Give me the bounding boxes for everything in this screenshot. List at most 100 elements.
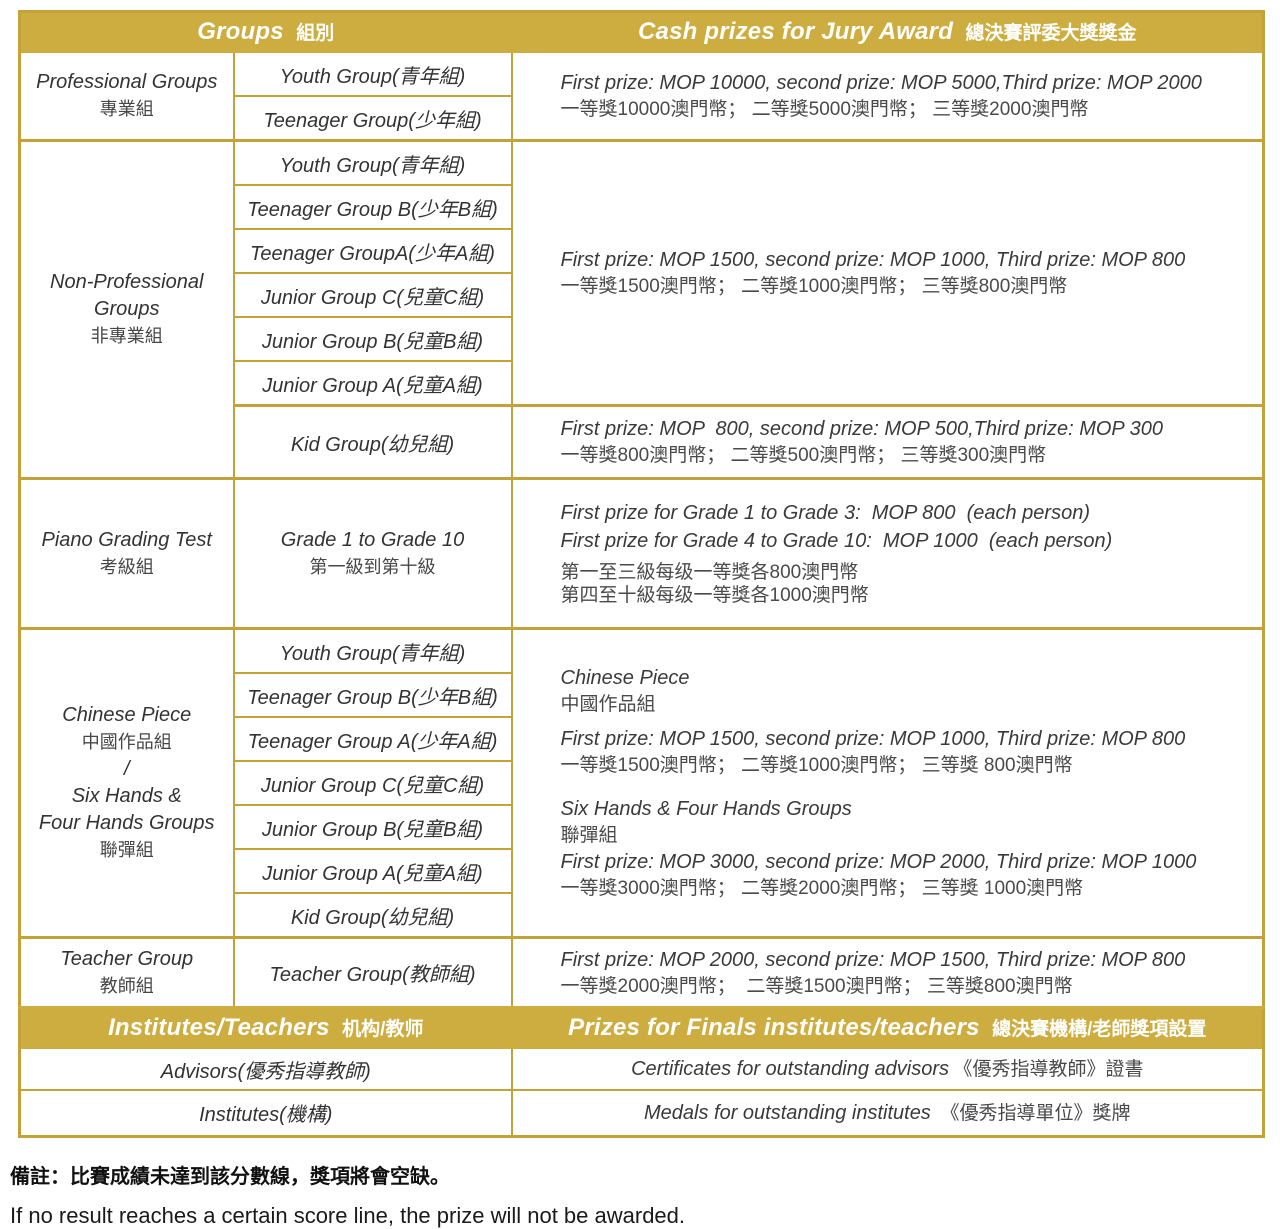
table-row-piano: Piano Grading Test 考級組 Grade 1 to Grade …	[18, 477, 1265, 630]
table-row: Junior Group A(兒童A組)	[20, 360, 1264, 407]
teacher-prize-cell: First prize: MOP 2000, second prize: MOP…	[510, 936, 1265, 1009]
institutes-header-row: Institutes/Teachers 机构/教师 Prizes for Fin…	[18, 1006, 1265, 1049]
prize-block-title-en: Chinese Piece	[560, 667, 690, 690]
chinese-piece-label-cell: Chinese Piece 中國作品組 / Six Hands & Four H…	[18, 627, 235, 939]
cash-prizes-header-en: Cash prizes for Jury Award	[637, 18, 954, 45]
prize-text-en: First prize: MOP 3000, second prize: MOP…	[560, 851, 1197, 874]
kid-prize-cell: First prize: MOP 800, second prize: MOP …	[510, 404, 1265, 480]
group-cell: Junior Group A(兒童A組)	[232, 360, 513, 407]
group-cell: Junior Group B(兒童B組)	[232, 316, 513, 362]
finals-prizes-header-zh: 總決賽機構/老師獎項設置	[992, 1019, 1207, 1040]
footnote-en: If no result reaches a certain score lin…	[10, 1202, 686, 1228]
teacher-label-en: Teacher Group	[60, 947, 194, 970]
institutes-teachers-header-zh: 机构/教师	[342, 1019, 424, 1040]
prize-text-zh: 一等獎3000澳門幣； 二等獎2000澳門幣； 三等獎 1000澳門幣	[560, 878, 1084, 900]
table-row: Junior Group C(兒童C組)	[20, 760, 1264, 806]
prize-text-zh: 一等獎800澳門幣； 二等獎500澳門幣； 三等獎300澳門幣	[560, 445, 1047, 467]
teacher-label-cell: Teacher Group 教師組	[18, 936, 235, 1009]
non-professional-prize-cell: First prize: MOP 1500, second prize: MOP…	[510, 139, 1265, 407]
finals-prizes-header-en: Prizes for Finals institutes/teachers	[568, 1014, 980, 1041]
prize-text-zh: 《優秀指導單位》獎牌	[935, 1102, 1131, 1124]
group-cell: Junior Group C(兒童C組)	[232, 272, 513, 318]
cash-prizes-header-zh: 總決賽評委大獎獎金	[965, 23, 1137, 44]
piano-group-zh: 第一級到第十級	[309, 556, 436, 577]
professional-label-en: Professional Groups	[36, 71, 218, 93]
group-cell: Junior Group C(兒童C組)	[232, 760, 513, 806]
groups-header-zh: 組別	[296, 23, 335, 44]
groups-header-cell: Groups 組別	[18, 10, 513, 53]
table-row: Teenager Group A(少年A組)	[20, 716, 1264, 762]
prize-block-title-en: Six Hands & Four Hands Groups	[560, 797, 852, 820]
prize-text-zh: 一等獎1500澳門幣； 二等獎1000澳門幣； 三等獎800澳門幣	[560, 276, 1068, 298]
table-row: Teenager Group B(少年B組)	[20, 184, 1264, 230]
table-row: Junior Group B(兒童B組)	[20, 316, 1264, 362]
professional-prize-cell: First prize: MOP 10000, second prize: MO…	[510, 51, 1265, 142]
advisors-prize-cell: Certificates for outstanding advisors 《優…	[510, 1047, 1265, 1091]
group-cell: Junior Group B(兒童B組)	[232, 804, 513, 850]
group-cell: Teacher Group(教師組)	[232, 936, 513, 1009]
prize-text-en: First prize for Grade 1 to Grade 3: MOP …	[560, 502, 1090, 525]
prize-block-title-zh: 中國作品組	[560, 694, 656, 716]
non-professional-label-zh: 非專業組	[90, 326, 163, 346]
group-cell: Teenager Group B(少年B組)	[232, 672, 513, 718]
chinese-piece-label-line: Chinese Piece	[62, 704, 192, 726]
piano-prize-cell: First prize for Grade 1 to Grade 3: MOP …	[510, 477, 1265, 630]
group-cell: Teenager Group A(少年A組)	[232, 716, 513, 762]
table-row: Junior Group B(兒童B組)	[20, 804, 1264, 850]
finals-prizes-header-cell: Prizes for Finals institutes/teachers 總決…	[510, 1006, 1265, 1049]
piano-label-cell: Piano Grading Test 考級組	[18, 477, 235, 630]
group-cell: Teenager GroupA(少年A組)	[232, 228, 513, 274]
table-row-teacher: Teacher Group 教師組 Teacher Group(教師組) Fir…	[18, 936, 1265, 1009]
non-professional-label-en: Non-Professional Groups	[50, 271, 204, 320]
chinese-piece-label-line: 聯彈組	[99, 840, 154, 860]
prize-text-en: First prize for Grade 4 to Grade 10: MOP…	[560, 530, 1113, 553]
institutes-teachers-header-cell: Institutes/Teachers 机构/教师	[18, 1006, 513, 1049]
chinese-piece-prize-cell: Chinese Piece 中國作品組 First prize: MOP 150…	[510, 627, 1265, 939]
teacher-label-zh: 教師組	[99, 975, 154, 996]
group-cell: Teenager Group(少年組)	[232, 95, 513, 142]
group-cell: Kid Group(幼兒組)	[232, 404, 513, 480]
piano-group-cell: Grade 1 to Grade 10 第一級到第十級	[232, 477, 513, 630]
prize-text-en: First prize: MOP 1500, second prize: MOP…	[560, 727, 1186, 750]
prize-text-en: Medals for outstanding institutes	[643, 1101, 931, 1124]
prize-text-zh: 一等獎10000澳門幣； 二等獎5000澳門幣； 三等獎2000澳門幣	[560, 99, 1089, 121]
table-row-kid-group: Kid Group(幼兒組) First prize: MOP 800, sec…	[20, 404, 1265, 480]
institutes-label-cell: Institutes(機構)	[18, 1089, 513, 1137]
table-row: Teenager GroupA(少年A組)	[20, 228, 1264, 274]
table-row: Professional Groups 專業組 Youth Group(青年組)…	[18, 51, 1265, 142]
table-row: Junior Group C(兒童C組)	[20, 272, 1264, 318]
prize-text-zh: 第一至三級每级一等獎各800澳門幣	[560, 562, 859, 584]
professional-label-zh: 專業組	[99, 99, 154, 119]
piano-label-zh: 考級組	[99, 556, 154, 577]
prize-table: Groups 組別 Cash prizes for Jury Award 總決賽…	[18, 10, 1266, 1138]
prize-text-en: First prize: MOP 800, second prize: MOP …	[560, 418, 1163, 441]
chinese-piece-label-line: /	[123, 758, 130, 780]
group-cell: Kid Group(幼兒組)	[232, 892, 513, 939]
footnote: 備註：比賽成績未達到該分數線，獎項將會空缺。 If no result reac…	[10, 1160, 1262, 1229]
piano-group-en: Grade 1 to Grade 10	[280, 528, 465, 551]
institutes-prize-cell: Medals for outstanding institutes 《優秀指導單…	[510, 1089, 1265, 1137]
table-row: Junior Group A(兒童A組)	[20, 848, 1264, 894]
prize-text-en: First prize: MOP 2000, second prize: MOP…	[560, 948, 1186, 971]
prize-text-en: Certificates for outstanding advisors	[631, 1058, 949, 1080]
main-header-row: Groups 組別 Cash prizes for Jury Award 總決賽…	[18, 10, 1265, 53]
table-row-institutes: Institutes(機構) Medals for outstanding in…	[18, 1089, 1265, 1137]
cash-prizes-header-cell: Cash prizes for Jury Award 總決賽評委大獎獎金	[510, 10, 1265, 53]
prize-text-zh: 一等獎2000澳門幣； 二等獎1500澳門幣； 三等獎800澳門幣	[560, 975, 1073, 997]
institutes-teachers-header-en: Institutes/Teachers	[108, 1014, 330, 1041]
prize-text-en: First prize: MOP 10000, second prize: MO…	[560, 72, 1202, 95]
chinese-piece-label-line: 中國作品組	[81, 732, 172, 752]
group-cell: Teenager Group B(少年B組)	[232, 184, 513, 230]
table-row: Chinese Piece 中國作品組 / Six Hands & Four H…	[18, 627, 1265, 939]
table-row: Teenager Group(少年組)	[20, 95, 1264, 142]
prize-text-zh: 《優秀指導教師》證書	[953, 1059, 1144, 1080]
group-cell: Youth Group(青年組)	[232, 139, 513, 186]
chinese-piece-label-line: Four Hands Groups	[38, 812, 215, 834]
group-cell: Junior Group A(兒童A組)	[232, 848, 513, 894]
prize-block-title-zh: 聯彈組	[560, 824, 618, 846]
professional-label-cell: Professional Groups 專業組	[18, 51, 235, 142]
table-row: Non-Professional Groups 非專業組 Youth Group…	[18, 139, 1265, 480]
advisors-label-cell: Advisors(優秀指導教師)	[18, 1047, 513, 1091]
group-cell: Youth Group(青年組)	[232, 51, 513, 97]
